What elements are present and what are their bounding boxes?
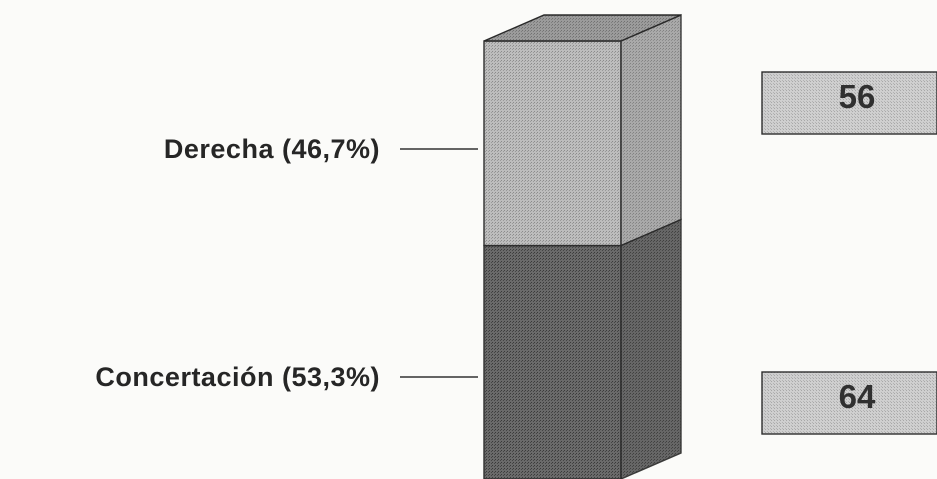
bar-front-derecha [483,40,622,247]
bar-front-concertacion [483,244,622,479]
bar-side-shade-concertacion [621,219,681,479]
bar-side-shade-derecha [621,15,681,246]
value-label-concertacion: 64 [839,378,876,415]
bar-top-face [483,14,682,42]
segment-label-derecha: Derecha (46,7%) [164,134,380,164]
bar-top-face-shade [484,15,681,41]
value-box-concertacion [761,371,937,435]
segment-label-concertacion: Concertación (53,3%) [95,362,380,392]
value-box-derecha [761,71,937,135]
value-label-derecha: 56 [839,78,876,115]
